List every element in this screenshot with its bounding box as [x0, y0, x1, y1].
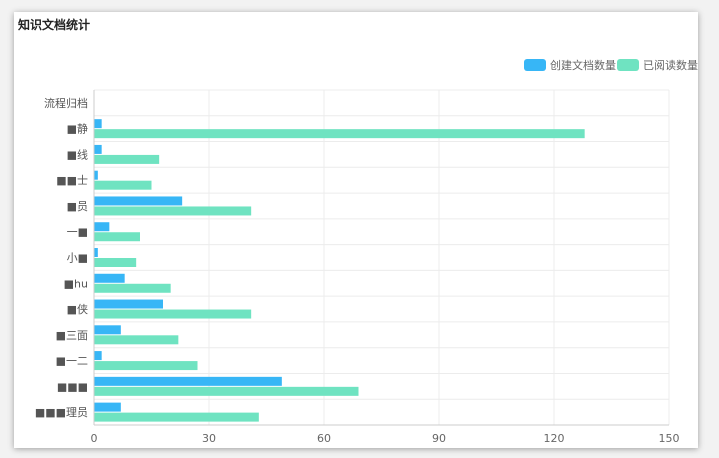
bar-read[interactable] — [94, 335, 179, 345]
card-title: 知识文档统计 — [18, 18, 91, 32]
category-label: 一■ — [67, 226, 88, 239]
category-label: ■hu — [64, 277, 88, 290]
bar-read[interactable] — [94, 232, 140, 242]
category-label: ■静 — [67, 122, 88, 136]
category-label: ■员 — [67, 200, 88, 213]
bar-read[interactable] — [94, 309, 252, 319]
bar-read[interactable] — [94, 206, 252, 216]
bar-created[interactable] — [94, 402, 121, 412]
bar-created[interactable] — [94, 119, 102, 129]
category-label: ■线 — [67, 147, 88, 161]
legend-label[interactable]: 创建文档数量 — [550, 58, 616, 72]
category-label: 流程归档 — [44, 96, 88, 110]
x-tick-label: 150 — [659, 432, 680, 445]
category-label: ■侠 — [67, 303, 88, 316]
bar-read[interactable] — [94, 129, 585, 139]
x-tick-label: 30 — [202, 432, 216, 445]
bar-created[interactable] — [94, 170, 98, 180]
legend-swatch[interactable] — [524, 59, 546, 71]
bar-read[interactable] — [94, 154, 160, 164]
chart-card — [14, 12, 698, 448]
bar-created[interactable] — [94, 144, 102, 154]
bar-created[interactable] — [94, 248, 98, 257]
chart-axes: 0 30 60 90 120 150 流程归档 ■静 ■线 ■■士 ■员一■ 小■ ■hu ■侠 ■三面 ■一… — [35, 90, 680, 445]
legend-label[interactable]: 已阅读数量 — [643, 58, 698, 72]
category-label: ■■■理员 — [35, 406, 88, 419]
bar-created[interactable] — [94, 376, 282, 386]
bar-read[interactable] — [94, 258, 137, 267]
legend-swatch[interactable] — [617, 59, 639, 71]
category-label: ■三面 — [56, 329, 88, 342]
bar-read[interactable] — [94, 361, 198, 371]
x-tick-label: 90 — [432, 432, 446, 445]
bar-read[interactable] — [94, 386, 359, 396]
category-label: ■一二 — [56, 355, 88, 368]
chart-grid — [93, 89, 670, 426]
x-tick-label: 0 — [91, 432, 98, 445]
bar-created[interactable] — [94, 325, 121, 335]
bar-created[interactable] — [94, 222, 110, 232]
chart-bars — [94, 119, 585, 422]
bar-read[interactable] — [94, 283, 171, 293]
category-label: ■■■ — [57, 380, 88, 393]
x-tick-label: 60 — [317, 432, 331, 445]
chart-legend[interactable]: 创建文档数量 已阅读数量 — [524, 58, 698, 72]
bar-read[interactable] — [94, 412, 259, 422]
bar-created[interactable] — [94, 351, 102, 361]
bar-created[interactable] — [94, 299, 163, 309]
category-label: ■■士 — [56, 174, 88, 187]
x-tick-label: 120 — [544, 432, 565, 445]
bar-read[interactable] — [94, 180, 152, 190]
bar-created[interactable] — [94, 273, 125, 283]
bar-created[interactable] — [94, 196, 183, 206]
category-label: 小■ — [67, 252, 88, 265]
